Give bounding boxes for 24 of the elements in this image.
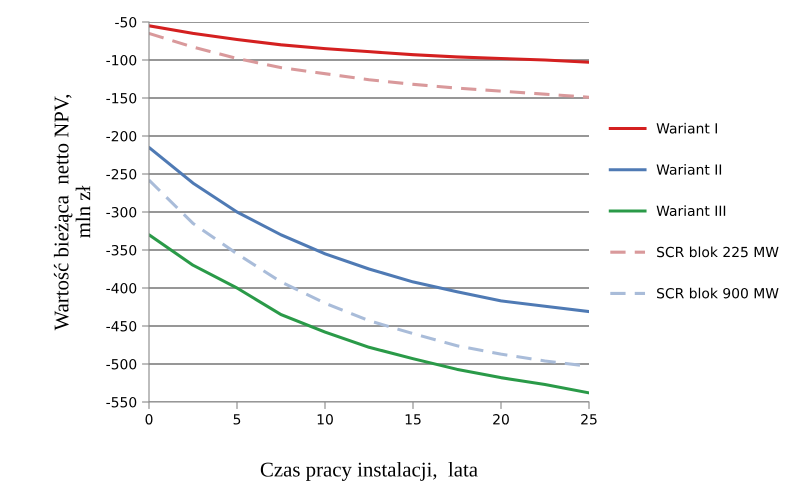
legend-label: SCR blok 225 MW [657,246,779,258]
y-tick-label: -250 [106,168,136,180]
y-tick-label: -50 [115,16,136,28]
x-tick-label: 25 [581,414,597,425]
y-tick-label: -450 [106,320,136,332]
x-tick-label: 0 [145,414,152,425]
y-tick-label: -100 [106,54,136,66]
y-tick-label: -400 [106,282,136,294]
y-tick-label: -550 [106,396,136,408]
legend-label: Wariant III [656,205,726,216]
x-axis-title: Czas pracy instalacji, lata [260,462,478,481]
y-tick-label: -300 [106,206,136,218]
x-tick-label: 5 [234,414,240,425]
legend-label: SCR blok 900 MW [657,288,779,298]
x-tick-label: 20 [493,414,509,425]
x-tick-label: 15 [406,414,421,425]
x-tick-label: 10 [318,414,333,425]
y-tick-label: -150 [106,92,136,104]
y-tick-label: -500 [106,358,136,370]
y-tick-label: -350 [106,244,136,256]
legend-label: Wariant I [656,122,717,134]
legend-label: Wariant II [656,164,722,175]
y-axis-title: Wartość bieżąca netto NPV, mln zł [54,94,90,330]
y-tick-label: -200 [106,130,136,142]
